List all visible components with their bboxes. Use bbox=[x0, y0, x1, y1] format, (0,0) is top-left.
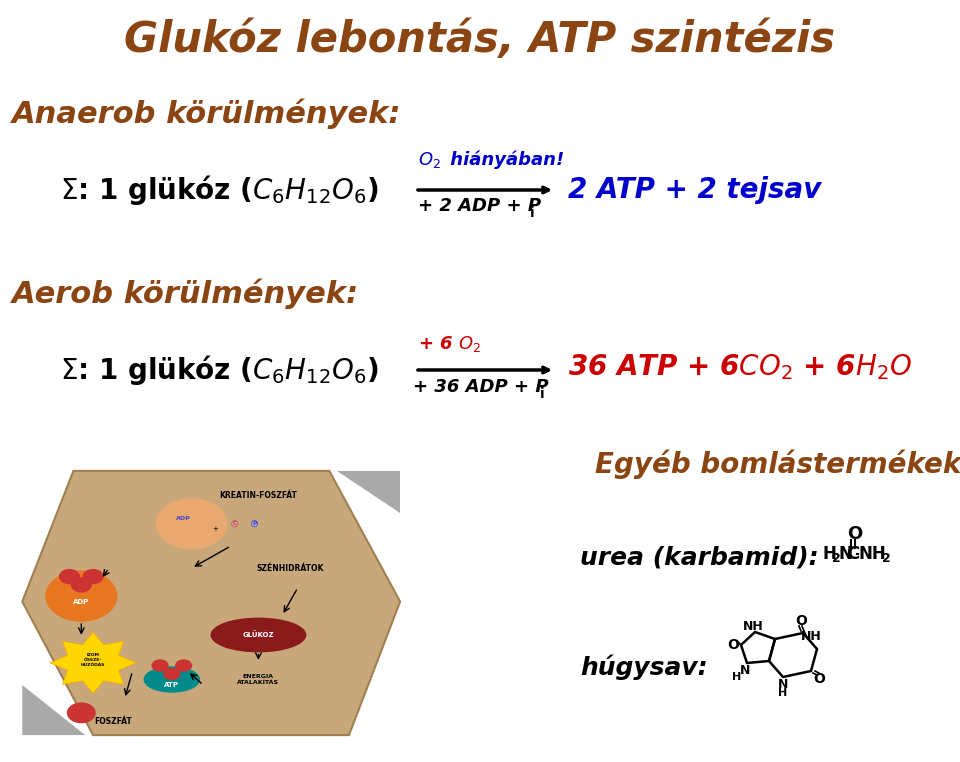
Text: O: O bbox=[795, 614, 807, 628]
Text: N: N bbox=[838, 545, 852, 563]
Ellipse shape bbox=[144, 667, 200, 692]
Text: urea (karbamid):: urea (karbamid): bbox=[580, 545, 819, 569]
Text: O: O bbox=[727, 638, 739, 652]
Text: $\Sigma$: 1 glükóz ($\mathit{C}_6\mathit{H}_{12}\mathit{O}_6$): $\Sigma$: 1 glükóz ($\mathit{C}_6\mathit… bbox=[60, 353, 378, 387]
Text: i: i bbox=[540, 387, 544, 401]
Text: H: H bbox=[732, 672, 742, 682]
Circle shape bbox=[60, 570, 80, 584]
Circle shape bbox=[84, 570, 103, 584]
Text: + 2 ADP + P: + 2 ADP + P bbox=[418, 197, 541, 215]
Circle shape bbox=[176, 660, 192, 671]
Text: + 36 ADP + P: + 36 ADP + P bbox=[413, 378, 548, 396]
Ellipse shape bbox=[211, 618, 305, 652]
Text: C: C bbox=[232, 521, 237, 527]
Circle shape bbox=[156, 498, 227, 549]
Text: KREATIN-FOSZFÁT: KREATIN-FOSZFÁT bbox=[220, 491, 298, 501]
Text: SZÉNHIDRÁTOK: SZÉNHIDRÁTOK bbox=[256, 564, 324, 573]
Text: N: N bbox=[740, 664, 750, 677]
Text: NH: NH bbox=[858, 545, 886, 563]
Text: NH: NH bbox=[743, 620, 763, 633]
Text: ATP: ATP bbox=[164, 682, 180, 688]
Polygon shape bbox=[22, 471, 400, 735]
Text: 2 ATP + 2 tejsav: 2 ATP + 2 tejsav bbox=[568, 176, 822, 204]
Polygon shape bbox=[50, 632, 136, 693]
Text: Egyéb bomlástermékek:: Egyéb bomlástermékek: bbox=[595, 450, 960, 479]
Text: H: H bbox=[822, 545, 836, 563]
Text: $\Sigma$: 1 glükóz ($\mathit{C}_6\mathit{H}_{12}\mathit{O}_6$): $\Sigma$: 1 glükóz ($\mathit{C}_6\mathit… bbox=[60, 173, 378, 207]
Text: $O_2$: $O_2$ bbox=[418, 150, 441, 170]
Text: 2: 2 bbox=[882, 552, 891, 565]
Text: P: P bbox=[252, 521, 257, 527]
Text: FOSZFÁT: FOSZFÁT bbox=[94, 717, 132, 725]
Text: C: C bbox=[847, 545, 859, 563]
Text: O: O bbox=[848, 525, 863, 543]
Text: ADP: ADP bbox=[73, 599, 89, 604]
Text: NH: NH bbox=[801, 630, 822, 643]
Text: Aerob körülmények:: Aerob körülmények: bbox=[12, 279, 359, 309]
Polygon shape bbox=[337, 471, 400, 513]
Circle shape bbox=[152, 660, 168, 671]
Text: ENERGIA
ÁTALAKÍTÁS: ENERGIA ÁTALAKÍTÁS bbox=[237, 674, 279, 685]
Text: húgysav:: húgysav: bbox=[580, 655, 708, 680]
Polygon shape bbox=[22, 685, 85, 735]
Text: ADP: ADP bbox=[177, 516, 191, 520]
Text: 2: 2 bbox=[832, 552, 841, 565]
Text: hiányában!: hiányában! bbox=[444, 151, 564, 169]
Text: Anaerob körülmények:: Anaerob körülmények: bbox=[12, 99, 401, 130]
Text: i: i bbox=[530, 206, 535, 220]
Text: O: O bbox=[813, 672, 825, 686]
Circle shape bbox=[46, 571, 117, 621]
Text: + 6 $O_2$: + 6 $O_2$ bbox=[418, 334, 481, 354]
Circle shape bbox=[67, 703, 95, 722]
Text: 36 ATP + 6$CO_2$ + 6$H_2O$: 36 ATP + 6$CO_2$ + 6$H_2O$ bbox=[568, 352, 912, 382]
Text: N: N bbox=[778, 678, 788, 691]
Text: +: + bbox=[212, 527, 218, 533]
Text: H: H bbox=[779, 688, 787, 698]
Text: Glukóz lebontás, ATP szintézis: Glukóz lebontás, ATP szintézis bbox=[125, 19, 835, 61]
Text: IZOM
ÖSSZE-
HÚZÓDÁS: IZOM ÖSSZE- HÚZÓDÁS bbox=[81, 653, 106, 667]
Text: GLÜKÓZ: GLÜKÓZ bbox=[243, 632, 275, 639]
Circle shape bbox=[71, 578, 91, 592]
Circle shape bbox=[164, 668, 180, 680]
